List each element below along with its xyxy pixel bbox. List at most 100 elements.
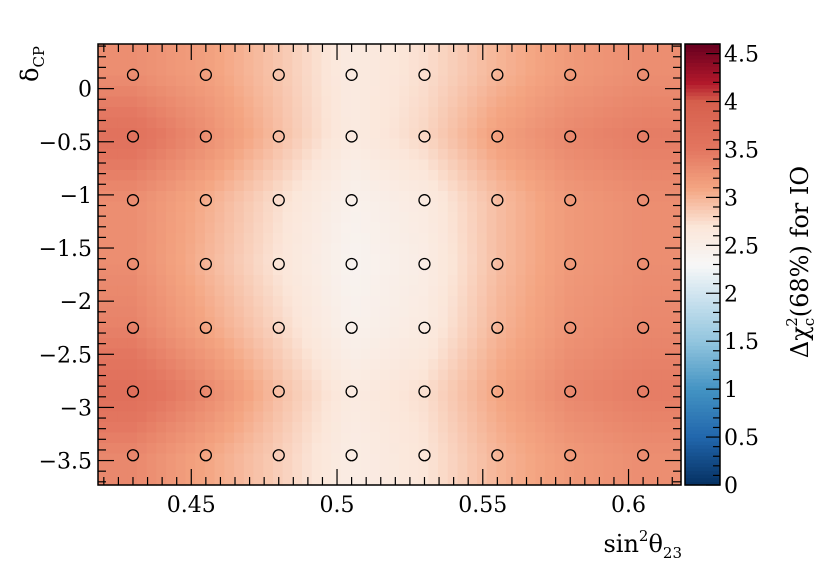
heatmap-cell (544, 464, 556, 476)
heatmap-cell (321, 317, 332, 329)
heatmap-cell (574, 233, 585, 245)
heatmap-cell (476, 401, 488, 413)
grid-point-marker (272, 257, 285, 271)
heatmap-cell (321, 138, 332, 150)
heatmap-cell (379, 348, 391, 360)
heatmap-cell (379, 390, 391, 402)
heatmap-cell (156, 254, 167, 266)
colorbar-segment (685, 88, 720, 93)
heatmap-cell (525, 432, 536, 444)
heatmap-cell (612, 212, 624, 224)
heatmap-cell (321, 390, 332, 402)
heatmap-cell (486, 380, 497, 392)
colorbar-segment (685, 334, 720, 339)
heatmap-cell (535, 180, 546, 192)
heatmap-cell (185, 369, 196, 381)
heatmap-cell (515, 464, 527, 476)
heatmap-cell (506, 170, 517, 182)
heatmap-cell (632, 96, 643, 108)
heatmap-cell (671, 411, 682, 423)
heatmap-cell (350, 170, 361, 182)
heatmap-cell (554, 138, 565, 150)
heatmap-cell (253, 138, 264, 150)
heatmap-cell (525, 275, 536, 287)
heatmap-cell (311, 306, 323, 318)
heatmap-cell (612, 117, 624, 129)
heatmap-cell (234, 338, 245, 350)
heatmap-cell (408, 107, 420, 119)
heatmap-cell (622, 170, 634, 182)
heatmap-cell (418, 390, 429, 402)
heatmap-cell (292, 201, 303, 213)
heatmap-cell (506, 453, 517, 465)
grid-point-marker (126, 68, 140, 81)
heatmap-cell (574, 390, 585, 402)
colorbar-segment (685, 481, 720, 486)
heatmap-cell (331, 422, 342, 434)
heatmap-cell (350, 180, 361, 192)
heatmap-cell (438, 285, 449, 297)
heatmap-cell (302, 96, 313, 108)
heatmap-cell (418, 401, 429, 413)
heatmap-cell (428, 348, 439, 360)
colorbar-segment (685, 143, 720, 148)
heatmap-cell (321, 443, 332, 455)
heatmap-cell (506, 222, 517, 234)
heatmap-cell (166, 107, 177, 119)
heatmap-cell (185, 212, 196, 224)
heatmap-cell (389, 474, 400, 486)
heatmap-cell (642, 338, 653, 350)
heatmap-cell (214, 306, 225, 318)
heatmap-cell (544, 117, 556, 129)
heatmap-cell (612, 369, 624, 381)
heatmap-cell (457, 233, 468, 245)
heatmap-cell (360, 380, 371, 392)
heatmap-cell (525, 327, 536, 339)
heatmap-cell (583, 138, 595, 150)
heatmap-cell (214, 75, 225, 87)
heatmap-cell (612, 306, 624, 318)
heatmap-cell (642, 75, 653, 87)
heatmap-cell (661, 306, 672, 318)
heatmap-cell (593, 96, 604, 108)
colorbar-segment (685, 415, 720, 420)
heatmap-cell (234, 86, 245, 98)
heatmap-cell (292, 453, 303, 465)
heatmap-cell (263, 411, 274, 423)
heatmap-cell (583, 243, 595, 255)
heatmap-cell (525, 222, 536, 234)
heatmap-cell (535, 306, 546, 318)
heatmap-cell (447, 296, 459, 308)
heatmap-cell (117, 65, 128, 77)
heatmap-cell (214, 159, 225, 171)
heatmap-cell (302, 170, 313, 182)
heatmap-cell (661, 264, 672, 276)
heatmap-cell (292, 401, 303, 413)
heatmap-cell (331, 317, 342, 329)
heatmap-cell (224, 285, 235, 297)
grid-point-marker (126, 449, 140, 462)
heatmap-cell (535, 474, 546, 486)
heatmap-cell (175, 138, 187, 150)
heatmap-cell (418, 107, 429, 119)
heatmap-cell (525, 443, 536, 455)
heatmap-cell (98, 422, 109, 434)
heatmap-cell (418, 306, 429, 318)
heatmap-cell (340, 107, 352, 119)
heatmap-cell (107, 117, 119, 129)
heatmap-cell (486, 159, 497, 171)
heatmap-cell (107, 86, 119, 98)
heatmap-cell (175, 422, 187, 434)
heatmap-cell (253, 390, 264, 402)
heatmap-cell (651, 65, 663, 77)
heatmap-cell (467, 390, 478, 402)
heatmap-cell (612, 149, 624, 161)
heatmap-cell (486, 264, 497, 276)
heatmap-cell (107, 380, 119, 392)
heatmap-cell (253, 464, 264, 476)
heatmap-cell (564, 464, 575, 476)
heatmap-cell (554, 128, 565, 140)
heatmap-cell (486, 422, 497, 434)
colorbar-segment (685, 286, 720, 291)
heatmap-cell (166, 474, 177, 486)
